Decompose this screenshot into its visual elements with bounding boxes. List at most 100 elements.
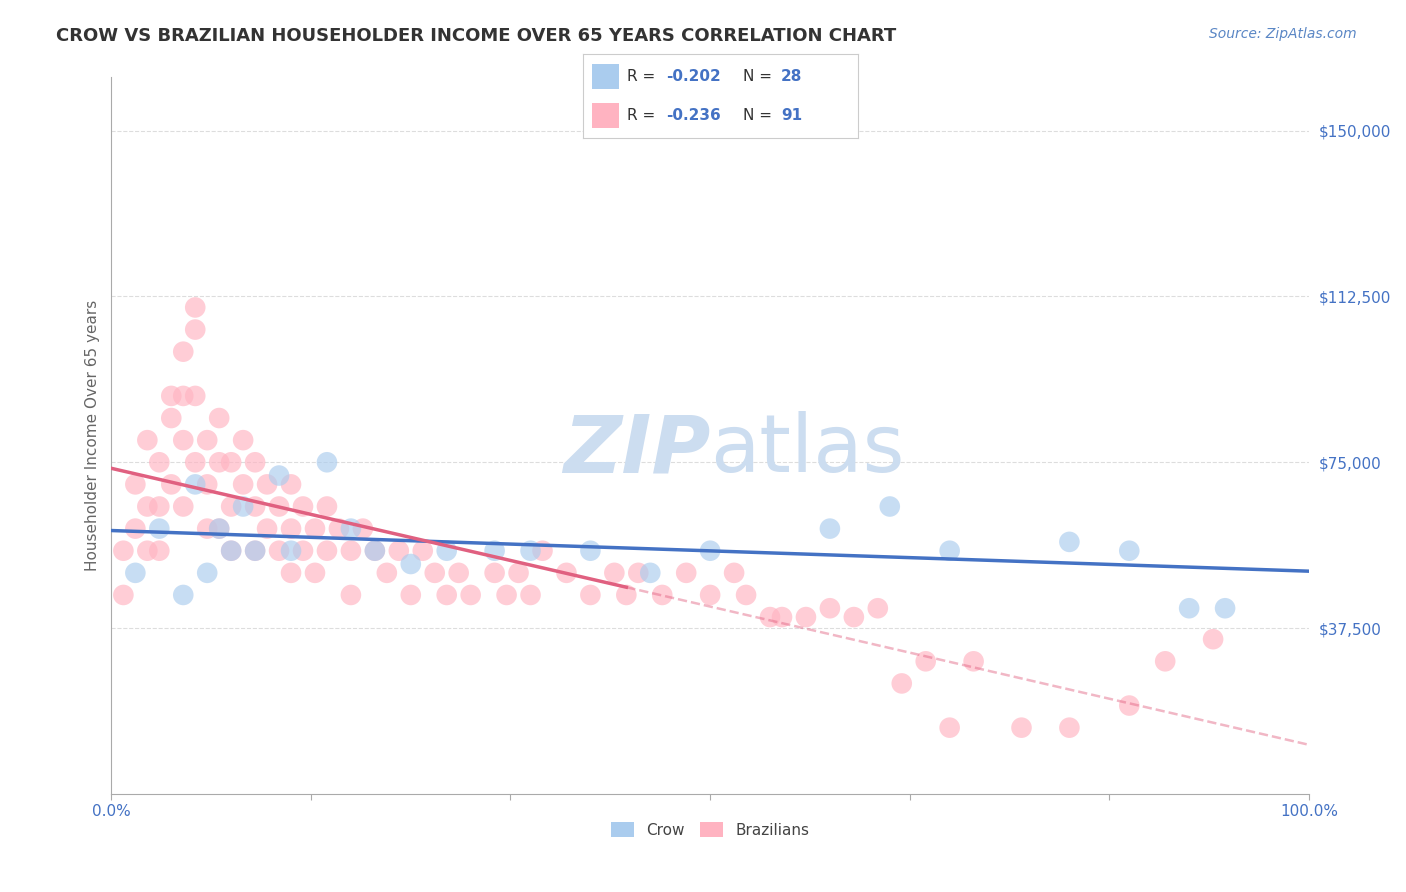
Point xyxy=(148,500,170,514)
Point xyxy=(243,500,266,514)
Point xyxy=(938,721,960,735)
Text: CROW VS BRAZILIAN HOUSEHOLDER INCOME OVER 65 YEARS CORRELATION CHART: CROW VS BRAZILIAN HOUSEHOLDER INCOME OVE… xyxy=(56,27,897,45)
Point xyxy=(388,543,411,558)
Point xyxy=(399,588,422,602)
Point xyxy=(842,610,865,624)
Point xyxy=(184,389,207,403)
Point xyxy=(579,588,602,602)
Point xyxy=(640,566,662,580)
Point xyxy=(195,433,218,447)
Point xyxy=(436,543,458,558)
Point xyxy=(866,601,889,615)
Point xyxy=(519,543,541,558)
Point xyxy=(818,601,841,615)
Point xyxy=(112,588,135,602)
Text: -0.202: -0.202 xyxy=(666,69,720,84)
Point xyxy=(292,500,315,514)
Y-axis label: Householder Income Over 65 years: Householder Income Over 65 years xyxy=(86,300,100,572)
Point xyxy=(555,566,578,580)
Point xyxy=(699,543,721,558)
Point xyxy=(328,522,350,536)
Point xyxy=(447,566,470,580)
Point xyxy=(375,566,398,580)
Point xyxy=(280,477,302,491)
Point xyxy=(699,588,721,602)
Point xyxy=(531,543,554,558)
Point xyxy=(508,566,530,580)
Point xyxy=(316,543,339,558)
Point xyxy=(232,500,254,514)
Point xyxy=(160,477,183,491)
Point xyxy=(124,566,146,580)
Point xyxy=(136,433,159,447)
Point xyxy=(160,389,183,403)
Point xyxy=(256,522,278,536)
Point xyxy=(243,455,266,469)
Point xyxy=(219,500,242,514)
Point xyxy=(723,566,745,580)
Point xyxy=(172,500,194,514)
Point xyxy=(651,588,673,602)
Point xyxy=(136,543,159,558)
Point xyxy=(112,543,135,558)
Point xyxy=(484,543,506,558)
Legend: Crow, Brazilians: Crow, Brazilians xyxy=(605,815,815,844)
Point xyxy=(364,543,387,558)
Point xyxy=(603,566,626,580)
Point xyxy=(962,654,984,668)
Point xyxy=(1178,601,1201,615)
Text: R =: R = xyxy=(627,69,661,84)
Point xyxy=(219,543,242,558)
Text: -0.236: -0.236 xyxy=(666,108,720,123)
Point xyxy=(172,588,194,602)
Point xyxy=(136,500,159,514)
Text: ZIP: ZIP xyxy=(562,411,710,489)
Point xyxy=(1154,654,1177,668)
Point xyxy=(627,566,650,580)
Point xyxy=(759,610,782,624)
Point xyxy=(794,610,817,624)
Point xyxy=(160,411,183,425)
Point xyxy=(208,522,231,536)
Point xyxy=(352,522,374,536)
Point xyxy=(495,588,517,602)
Point xyxy=(172,433,194,447)
Point xyxy=(280,543,302,558)
Point xyxy=(818,522,841,536)
Point xyxy=(148,455,170,469)
Point xyxy=(232,477,254,491)
Point xyxy=(879,500,901,514)
Point xyxy=(184,301,207,315)
Point xyxy=(148,522,170,536)
Point xyxy=(1202,632,1225,647)
Point xyxy=(304,566,326,580)
Point xyxy=(364,543,387,558)
Point xyxy=(340,522,363,536)
Point xyxy=(436,588,458,602)
Point xyxy=(232,433,254,447)
Point xyxy=(280,522,302,536)
Point xyxy=(340,588,363,602)
Point xyxy=(184,322,207,336)
Text: R =: R = xyxy=(627,108,661,123)
Text: 91: 91 xyxy=(780,108,801,123)
Text: N =: N = xyxy=(742,69,776,84)
Point xyxy=(148,543,170,558)
Point xyxy=(340,543,363,558)
Point xyxy=(460,588,482,602)
Point xyxy=(1213,601,1236,615)
Point xyxy=(280,566,302,580)
Point xyxy=(675,566,697,580)
Point xyxy=(292,543,315,558)
Point xyxy=(243,543,266,558)
Text: 28: 28 xyxy=(780,69,803,84)
Point xyxy=(1118,698,1140,713)
Point xyxy=(195,566,218,580)
Point xyxy=(267,500,290,514)
Bar xyxy=(592,103,619,128)
Point xyxy=(208,455,231,469)
Point xyxy=(304,522,326,536)
Point xyxy=(890,676,912,690)
Point xyxy=(184,477,207,491)
Point xyxy=(579,543,602,558)
